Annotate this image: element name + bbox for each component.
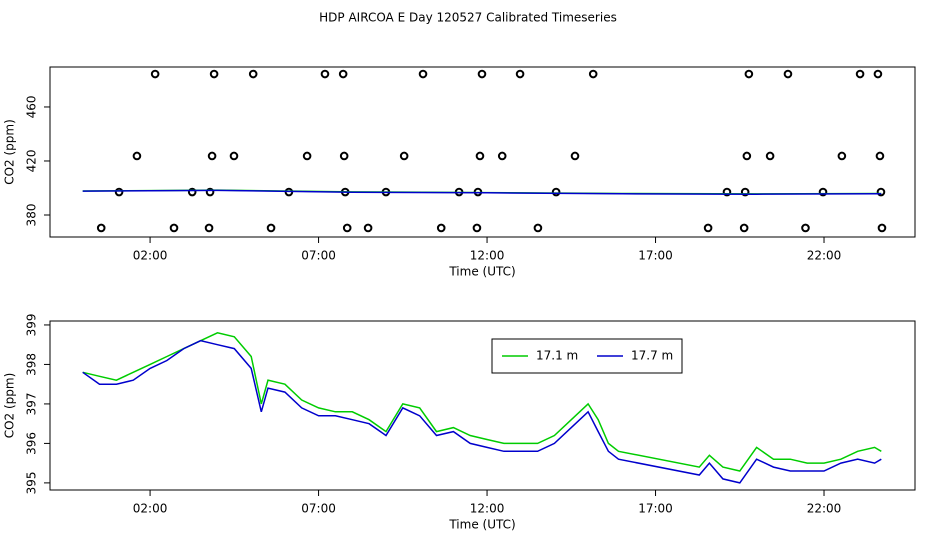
data-point xyxy=(739,223,749,233)
data-point xyxy=(475,151,485,161)
y-axis-label: CO2 (ppm) xyxy=(3,119,17,185)
y-tick-label: 398 xyxy=(25,353,39,376)
data-point xyxy=(169,223,179,233)
data-point xyxy=(229,151,239,161)
y-tick-label: 397 xyxy=(25,392,39,415)
data-point xyxy=(320,69,330,79)
data-point xyxy=(801,223,810,233)
data-point xyxy=(114,187,124,197)
data-point xyxy=(837,151,847,161)
data-point xyxy=(205,187,215,197)
data-point xyxy=(399,151,409,161)
data-point xyxy=(740,187,750,197)
x-tick-label: 22:00 xyxy=(807,249,842,263)
data-point xyxy=(338,69,348,79)
data-point xyxy=(342,223,352,233)
x-axis-label: Time (UTC) xyxy=(448,518,515,532)
legend: 17.1 m 17.7 m xyxy=(491,338,683,374)
data-point xyxy=(533,223,543,233)
series-line xyxy=(82,332,882,472)
data-point xyxy=(515,69,525,79)
y-tick-label: 396 xyxy=(25,432,39,455)
data-point xyxy=(339,151,349,161)
data-point xyxy=(877,223,887,233)
data-point xyxy=(209,69,219,79)
page-title: HDP AIRCOA E Day 120527 Calibrated Times… xyxy=(319,11,617,25)
x-tick-label: 07:00 xyxy=(301,249,336,263)
plot-frame xyxy=(49,320,916,491)
y-tick-label: 460 xyxy=(25,96,39,119)
data-point xyxy=(722,187,732,197)
y-tick-label: 399 xyxy=(25,313,39,336)
data-point xyxy=(363,223,373,233)
data-point xyxy=(765,151,775,161)
x-tick-label: 17:00 xyxy=(638,249,673,263)
legend-box xyxy=(491,338,683,374)
x-axis-label: Time (UTC) xyxy=(448,265,515,279)
data-point xyxy=(187,187,197,197)
data-point xyxy=(855,69,865,79)
legend-label: 17.7 m xyxy=(631,349,673,363)
data-point xyxy=(742,151,752,161)
data-point xyxy=(873,69,883,79)
data-point xyxy=(248,69,258,79)
data-point xyxy=(266,223,276,233)
data-point xyxy=(875,151,885,161)
data-point xyxy=(551,187,561,197)
series-line xyxy=(82,189,882,195)
x-tick-label: 02:00 xyxy=(133,249,168,263)
data-point xyxy=(570,151,580,161)
x-tick-label: 12:00 xyxy=(470,249,505,263)
data-point xyxy=(204,223,214,233)
data-point xyxy=(744,69,754,79)
x-tick-label: 07:00 xyxy=(301,502,336,516)
x-tick-label: 12:00 xyxy=(470,502,505,516)
x-tick-label: 17:00 xyxy=(638,502,673,516)
y-tick-label: 420 xyxy=(25,150,39,173)
data-point xyxy=(418,69,428,79)
data-point xyxy=(497,151,507,161)
data-point xyxy=(472,223,482,233)
data-point xyxy=(150,69,160,79)
data-point xyxy=(876,187,886,197)
data-point xyxy=(302,151,312,161)
data-point xyxy=(132,151,142,161)
legend-label: 17.1 m xyxy=(536,349,578,363)
data-point xyxy=(588,69,598,79)
series-line xyxy=(82,339,882,484)
data-point xyxy=(703,223,713,233)
data-point xyxy=(783,69,793,79)
data-point xyxy=(96,223,106,233)
y-tick-label: 380 xyxy=(25,204,39,227)
plot-frame xyxy=(49,66,916,238)
y-tick-label: 395 xyxy=(25,471,39,494)
data-point xyxy=(477,69,487,79)
data-point xyxy=(207,151,217,161)
x-tick-label: 02:00 xyxy=(133,502,168,516)
data-point xyxy=(436,223,446,233)
data-point xyxy=(818,187,828,197)
y-axis-label: CO2 (ppm) xyxy=(3,373,17,439)
x-tick-label: 22:00 xyxy=(807,502,842,516)
